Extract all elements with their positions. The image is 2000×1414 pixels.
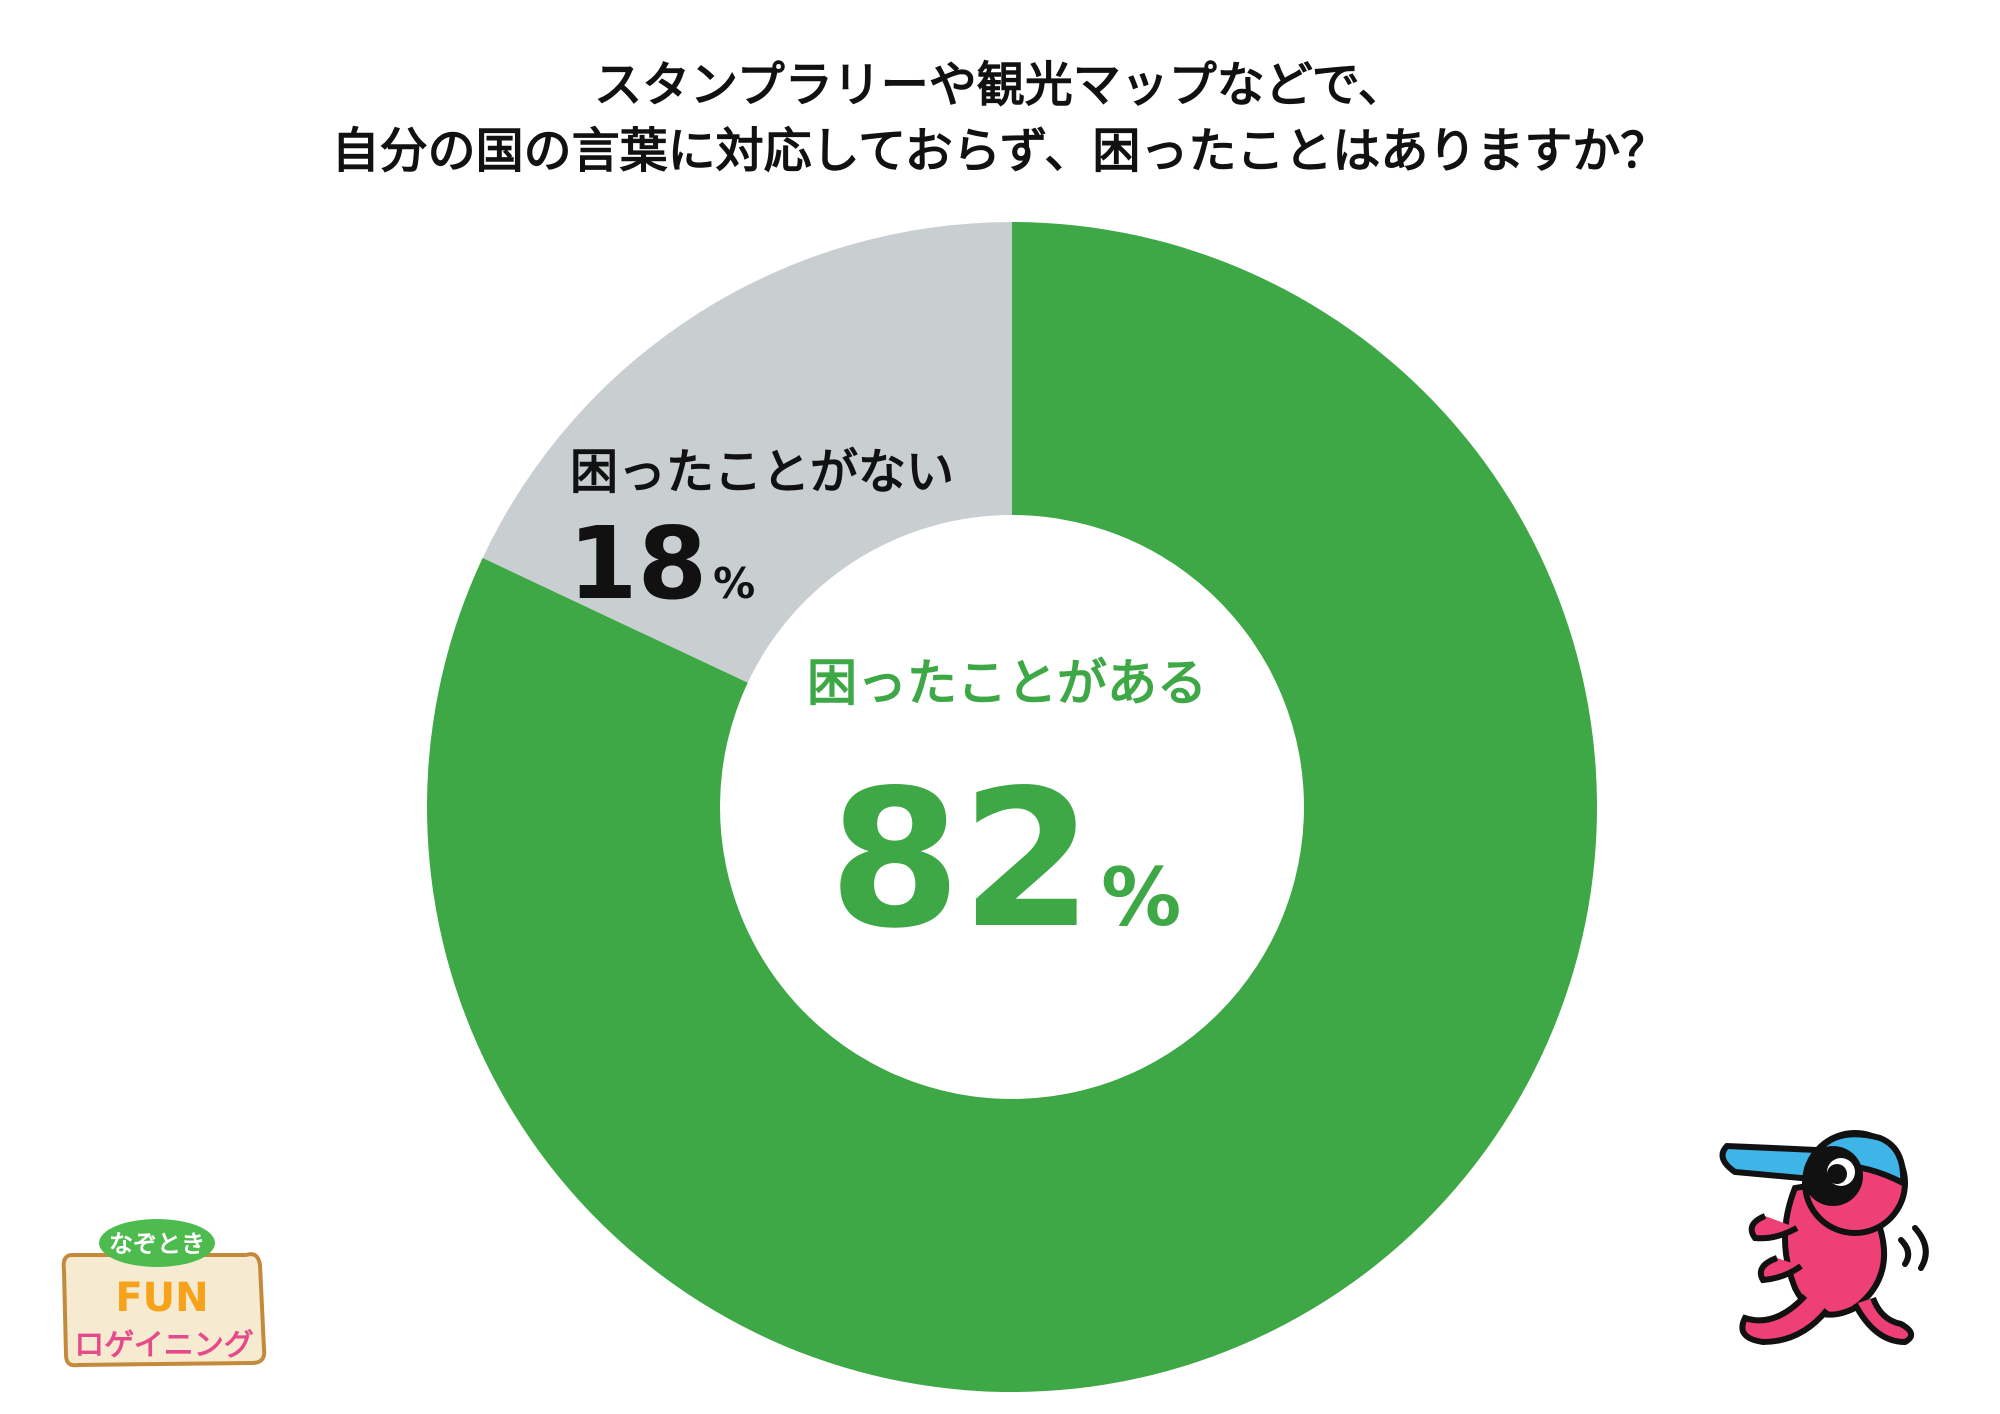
logo-line-3: ロゲイニング bbox=[74, 1328, 253, 1363]
slice-value-no-unit: % bbox=[713, 559, 755, 608]
donut-slice-no bbox=[482, 222, 1013, 683]
fun-rogaining-logo: なぞとき FUN ロゲイニング bbox=[61, 1219, 267, 1368]
chart-title: スタンプラリーや観光マップなどで、 自分の国の言葉に対応しておらず、困ったことは… bbox=[0, 52, 2000, 184]
slice-value-yes-unit: % bbox=[1101, 851, 1181, 944]
donut-slice-yes bbox=[426, 222, 1597, 1393]
donut-slices bbox=[426, 222, 1597, 1393]
slice-label-no: 困ったことがない bbox=[570, 444, 954, 500]
cloud-badge bbox=[99, 1219, 215, 1267]
scroll-shape bbox=[61, 1252, 267, 1368]
slice-value-yes-number: 82 bbox=[829, 749, 1093, 970]
running-mascot-icon bbox=[1719, 1130, 1929, 1346]
slice-value-no-number: 18 bbox=[568, 505, 707, 622]
chart-title-line-2: 自分の国の言葉に対応しておらず、困ったことはありますか？ bbox=[331, 123, 1669, 179]
logo-line-2: FUN bbox=[115, 1275, 208, 1321]
slice-value-yes: 82% bbox=[829, 749, 1182, 970]
logo-line-1: なぞとき bbox=[109, 1230, 205, 1258]
slice-value-no: 18% bbox=[568, 505, 755, 622]
chart-title-line-1: スタンプラリーや観光マップなどで、 bbox=[594, 57, 1406, 113]
slice-label-yes: 困ったことがある bbox=[807, 654, 1207, 712]
